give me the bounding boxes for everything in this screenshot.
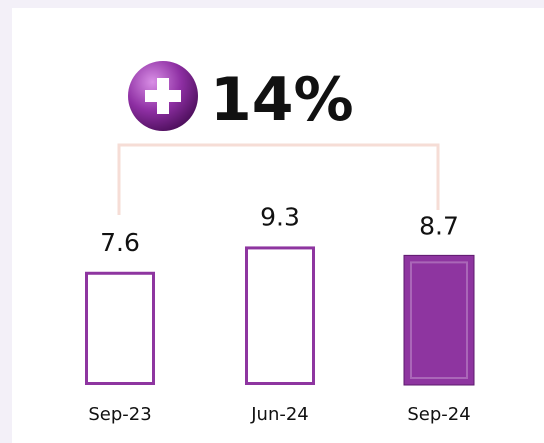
value-label: 9.3 (260, 202, 300, 231)
x-tick-label: Sep-23 (88, 404, 151, 425)
bar (85, 271, 155, 386)
value-label: 8.7 (419, 211, 459, 240)
bar (403, 254, 475, 386)
x-tick-label: Sep-24 (407, 404, 470, 425)
plus-icon (128, 61, 198, 131)
bracket (117, 143, 440, 215)
change-annotation: 14% (210, 65, 354, 135)
bar-bevel (410, 261, 468, 379)
x-tick-label: Jun-24 (250, 404, 309, 425)
bar (245, 246, 315, 385)
value-label: 7.6 (100, 228, 140, 257)
